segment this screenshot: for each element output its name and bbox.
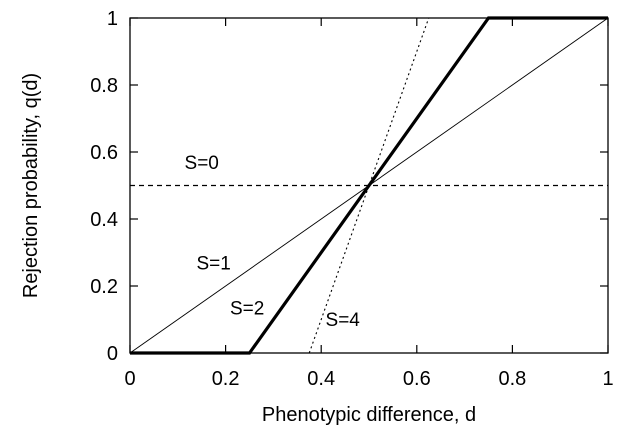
x-axis-label: Phenotypic difference, d [262,404,476,426]
y-axis-label: Rejection probability, q(d) [20,73,42,298]
x-tick-label: 1 [602,368,613,390]
y-tick-label: 1 [107,8,118,30]
series-layer [129,16,609,355]
y-tick-label: 0.4 [90,209,118,231]
series-annotation: S=2 [230,298,264,319]
plot-frame [129,17,609,354]
x-tick-label: 0.2 [212,368,240,390]
x-tick-label: 0.4 [307,368,335,390]
x-tick-label: 0 [124,368,135,390]
y-tick-label: 0.8 [90,75,118,97]
x-tick-label: 0.8 [498,368,526,390]
annotation-layer: S=0 S=1 S=2 S=4 [185,153,361,331]
series-line-s-4 [308,17,430,354]
series-annotation: S=1 [196,253,230,274]
x-tick-label: 0.6 [403,368,431,390]
y-tick-label: 0.2 [90,276,118,298]
y-tick-label: 0 [107,343,118,365]
y-tick-label: 0.6 [90,142,118,164]
ticks-layer: 0 0.2 0.4 0.6 0.8 1 0 0.2 0.4 0.6 0.8 1 [90,8,613,390]
series-annotation: S=0 [185,153,219,174]
series-annotation: S=4 [326,310,361,331]
